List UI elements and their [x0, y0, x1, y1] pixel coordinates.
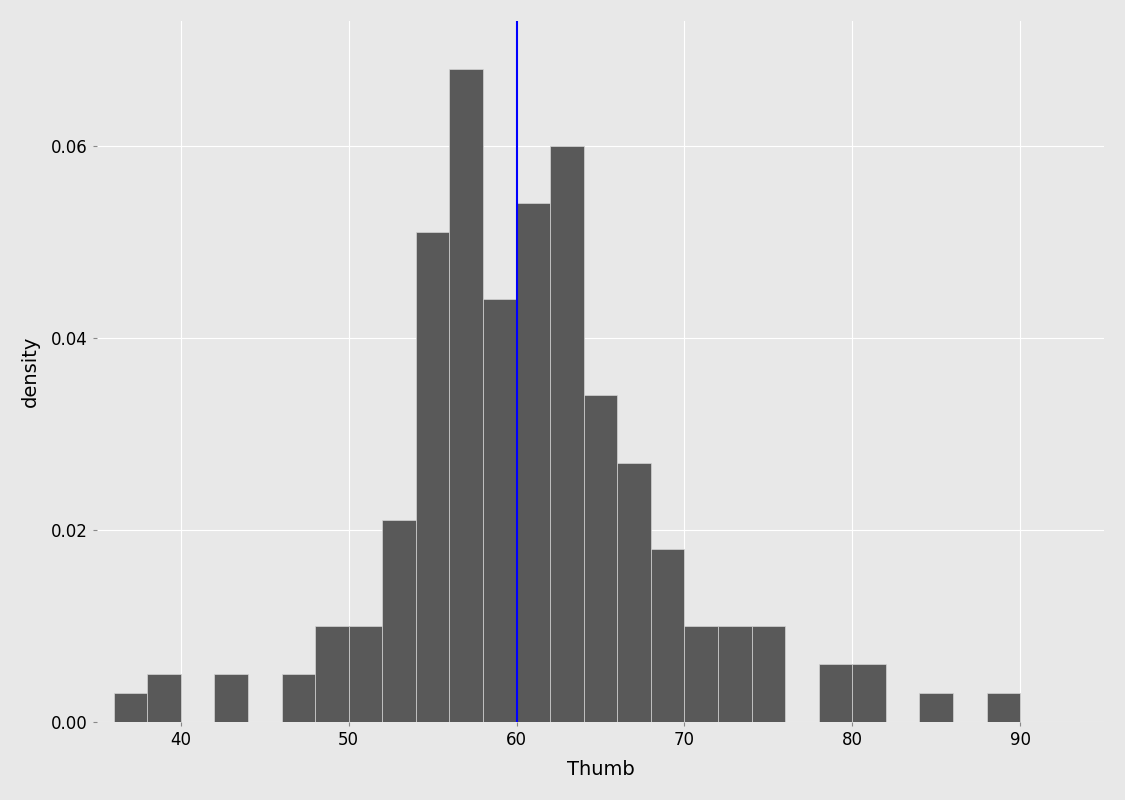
- Bar: [618, 462, 651, 722]
- Bar: [382, 520, 416, 722]
- Bar: [281, 674, 315, 722]
- Bar: [584, 395, 618, 722]
- Bar: [315, 626, 349, 722]
- Bar: [349, 626, 382, 722]
- Bar: [718, 626, 752, 722]
- X-axis label: Thumb: Thumb: [567, 760, 634, 779]
- Bar: [819, 664, 853, 722]
- Bar: [215, 674, 248, 722]
- Bar: [449, 69, 483, 722]
- Bar: [114, 694, 147, 722]
- Bar: [684, 626, 718, 722]
- Y-axis label: density: density: [21, 336, 39, 407]
- Bar: [651, 549, 684, 722]
- Bar: [853, 664, 885, 722]
- Bar: [752, 626, 785, 722]
- Bar: [516, 203, 550, 722]
- Bar: [987, 694, 1020, 722]
- Bar: [550, 146, 584, 722]
- Bar: [147, 674, 181, 722]
- Bar: [416, 232, 449, 722]
- Bar: [919, 694, 953, 722]
- Bar: [483, 299, 516, 722]
